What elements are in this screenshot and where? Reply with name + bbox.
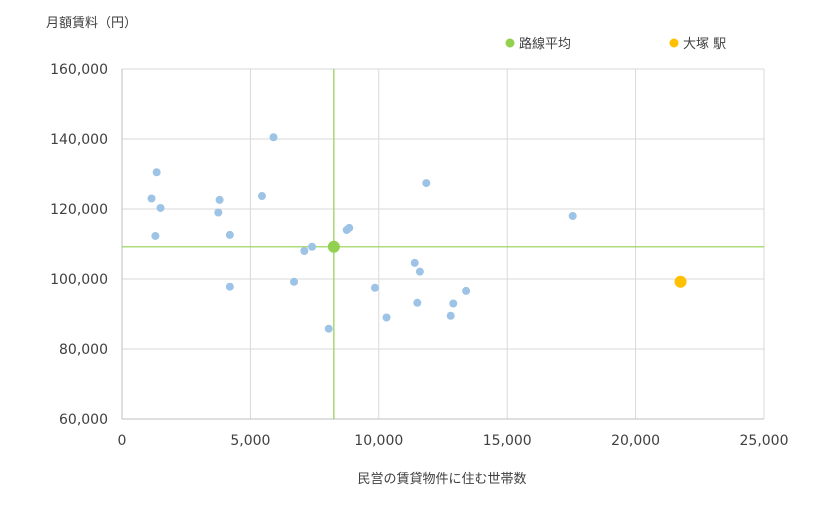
station-point <box>152 168 161 177</box>
station-point <box>300 247 309 255</box>
legend-label-highlight: 大塚 駅 <box>683 37 726 52</box>
station-point <box>214 208 223 217</box>
station-point <box>410 258 419 267</box>
y-tick-label: 80,000 <box>59 342 108 358</box>
legend-label-average: 路線平均 <box>519 36 571 52</box>
grid-lines <box>121 68 765 420</box>
station-point <box>215 195 224 204</box>
x-tick-label: 10,000 <box>354 433 403 449</box>
reference-lines <box>122 69 764 419</box>
y-axis-title: 月額賃料（円） <box>46 16 137 31</box>
station-point <box>147 194 156 203</box>
y-tick-label: 100,000 <box>50 272 108 288</box>
y-tick-labels: 60,000 80,000 100,000 120,000 140,000 160,000 <box>50 62 108 428</box>
x-tick-label: 20,000 <box>611 433 660 449</box>
x-axis-title: 民営の賃貸物件に住む世帯数 <box>357 471 526 487</box>
x-tick-label: 25,000 <box>740 433 789 449</box>
y-tick-label: 60,000 <box>59 412 108 428</box>
legend-item-average: 路線平均 <box>505 36 571 52</box>
station-point <box>422 179 431 188</box>
station-point <box>370 283 379 292</box>
station-point <box>345 223 354 232</box>
station-point <box>324 324 333 333</box>
average-point <box>327 240 340 253</box>
station-point <box>568 212 577 220</box>
station-point <box>462 286 471 295</box>
legend-marker-highlight <box>669 38 679 48</box>
y-tick-label: 140,000 <box>50 132 108 148</box>
station-point <box>446 311 455 320</box>
station-point <box>382 313 391 322</box>
y-tick-label: 120,000 <box>50 202 108 218</box>
station-point <box>413 298 422 307</box>
x-tick-label: 0 <box>118 433 127 449</box>
station-point <box>269 133 278 142</box>
highlight-point <box>674 275 687 288</box>
station-point <box>308 242 317 251</box>
y-tick-label: 160,000 <box>50 62 108 78</box>
station-point <box>257 192 266 201</box>
legend-item-highlight: 大塚 駅 <box>669 37 726 52</box>
station-point <box>225 230 234 239</box>
station-point <box>290 277 299 286</box>
station-point <box>449 299 458 308</box>
station-point <box>225 282 234 291</box>
x-tick-labels: 0 5,000 10,000 15,000 20,000 25,000 <box>118 433 789 449</box>
data-points <box>147 133 687 333</box>
legend-marker-average <box>505 38 515 48</box>
station-point <box>156 203 165 212</box>
legend: 路線平均 大塚 駅 <box>505 36 726 52</box>
x-tick-label: 5,000 <box>230 433 270 449</box>
x-tick-label: 15,000 <box>483 433 532 449</box>
station-point <box>151 231 160 240</box>
station-point <box>415 267 424 276</box>
